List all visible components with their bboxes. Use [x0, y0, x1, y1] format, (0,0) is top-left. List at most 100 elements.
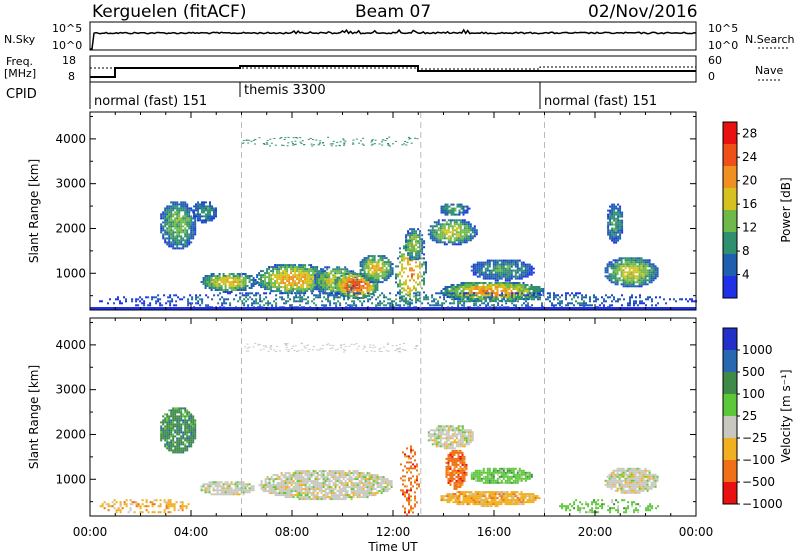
colorbar-tick-label: 4	[742, 268, 750, 282]
x-tick-label: 20:00	[578, 525, 613, 539]
echo-region	[400, 445, 420, 516]
echo-region	[193, 201, 217, 224]
scatter-cells	[99, 136, 697, 311]
colorbar-segment	[723, 482, 737, 504]
echo-region	[427, 219, 478, 246]
echo-region	[440, 491, 541, 508]
colorbar-tick-label: 25	[742, 409, 757, 423]
echo-region	[470, 467, 533, 484]
colorbar-tick-label: 16	[742, 197, 757, 211]
colorbar-segment	[723, 350, 737, 372]
y-axis-label: Slant Range [km]	[27, 159, 41, 263]
cpid-label: CPID	[6, 87, 37, 102]
colorbar-tick-label: 8	[742, 244, 750, 258]
freq-tick-high: 18	[62, 54, 76, 67]
echo-region	[359, 255, 394, 284]
nsky-label: N.Sky	[4, 33, 36, 46]
echo-region	[200, 273, 259, 293]
cpid-mode-3: normal (fast) 151	[544, 94, 657, 109]
freq-tick-low: 8	[68, 70, 75, 83]
echo-region	[427, 425, 474, 450]
freq-series	[90, 65, 696, 78]
nave-series	[90, 66, 696, 70]
beam-title: Beam 07	[355, 2, 431, 22]
freq-label: Freq.	[6, 55, 33, 68]
y-tick-label: 2000	[55, 221, 86, 235]
velocity-colorbar: 1000 500 100 25 −25 −100 −500 −1000 Velocity [m …	[722, 327, 793, 511]
cpid-panel: CPID normal (fast) 151 themis 3300 norma…	[6, 82, 657, 109]
nave-tick-low: 0	[708, 70, 715, 83]
colorbar-segment	[723, 232, 737, 254]
colorbar-segment	[723, 276, 737, 298]
echo-region	[405, 228, 426, 261]
colorbar-tick-label: −1000	[742, 497, 783, 511]
y-tick-label: 3000	[55, 177, 86, 191]
y-tick-label: 2000	[55, 427, 86, 441]
freq-panel: Freq. [MHz] 18 8 60 0 Nave	[4, 54, 783, 83]
colorbar-tick-label: 100	[742, 387, 765, 401]
x-tick-label: 00:00	[73, 525, 108, 539]
echo-region	[445, 449, 468, 490]
date-title: 02/Nov/2016	[588, 2, 698, 22]
x-tick-label: 16:00	[477, 525, 512, 539]
nsky-panel: N.Sky 10^5 10^0 10^5 10^0 N.Search	[4, 21, 795, 52]
echo-region	[607, 203, 624, 244]
echo-region	[258, 470, 393, 501]
x-axis-label: Time UT	[367, 540, 418, 554]
echo-region	[470, 259, 535, 282]
colorbar-tick-label: 500	[742, 365, 765, 379]
nsky-tick-high: 10^5	[52, 22, 82, 35]
sparse-echoes	[244, 342, 419, 353]
colorbar-tick-label: −500	[742, 475, 775, 489]
colorbar-segment	[723, 438, 737, 460]
y-tick-label: 1000	[55, 266, 86, 280]
nsky-tick-low: 10^0	[52, 39, 82, 52]
nsearch-tick-low: 10^0	[708, 39, 738, 52]
colorbar-segment	[723, 328, 737, 350]
colorbar-tick-label: 12	[742, 221, 757, 235]
echo-region	[604, 257, 659, 288]
nave-tick-high: 60	[708, 54, 722, 67]
time-axis: Time UT 00:00 04:00 08:00 12:00 16:00 20:00 00…	[73, 525, 714, 554]
y-tick-label: 4000	[55, 338, 86, 352]
echo-region	[559, 499, 660, 514]
y-axis-label: Slant Range [km]	[27, 365, 41, 469]
colorbar-tick-label: 20	[742, 174, 757, 188]
colorbar-label: Power [dB]	[779, 177, 793, 242]
cpid-mode-2: themis 3300	[244, 83, 326, 98]
colorbar-segment	[723, 372, 737, 394]
colorbar-label: Velocity [m s⁻¹]	[779, 369, 793, 462]
echo-region	[99, 499, 190, 514]
power-panel: 1000 2000 3000 4000 Slant Range [km]	[27, 111, 697, 311]
echo-region	[200, 481, 255, 496]
nsearch-label: N.Search	[745, 33, 795, 46]
colorbar-segment	[723, 188, 737, 210]
y-tick-label: 3000	[55, 383, 86, 397]
colorbar-tick-label: −100	[742, 453, 775, 467]
station-title: Kerguelen (fitACF)	[92, 2, 246, 22]
echo-region	[99, 292, 697, 311]
colorbar-tick-label: 1000	[742, 343, 773, 357]
x-tick-label: 00:00	[679, 525, 714, 539]
nsky-series	[90, 28, 697, 50]
x-tick-label: 08:00	[275, 525, 310, 539]
y-tick-label: 1000	[55, 472, 86, 486]
y-tick-label: 4000	[55, 132, 86, 146]
colorbar-segment	[723, 416, 737, 438]
scatter-cells	[99, 342, 660, 516]
x-tick-label: 12:00	[376, 525, 411, 539]
nsearch-tick-high: 10^5	[708, 22, 738, 35]
power-colorbar: 4 8 12 16 20 24 28 Power [dB]	[722, 121, 793, 299]
colorbar-segment	[723, 122, 737, 144]
colorbar-segment	[723, 394, 737, 416]
colorbar-segment	[723, 144, 737, 166]
colorbar-tick-label: −25	[742, 431, 767, 445]
colorbar-tick-label: 24	[742, 150, 757, 164]
x-tick-label: 04:00	[174, 525, 209, 539]
colorbar-segment	[723, 210, 737, 232]
echo-region	[160, 201, 197, 250]
colorbar-segment	[723, 254, 737, 276]
cpid-mode-1: normal (fast) 151	[94, 94, 207, 109]
nave-label: Nave	[755, 64, 783, 77]
